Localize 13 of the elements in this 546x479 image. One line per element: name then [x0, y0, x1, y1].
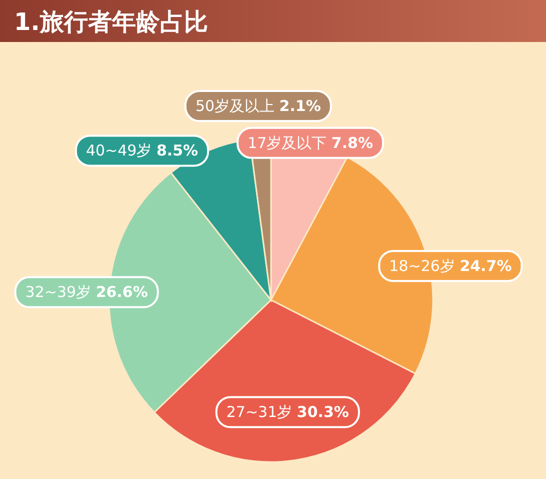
slice-label: 40~49岁 — [86, 142, 156, 160]
data-label: 30.3% — [296, 403, 349, 422]
slice-label: 18~26岁 — [389, 256, 460, 275]
data-label: 8.5% — [156, 142, 198, 160]
slice-label: 50岁及以上 — [195, 97, 280, 116]
data-label: 7.8% — [331, 134, 374, 152]
data-label: 26.6% — [96, 283, 148, 302]
slice-label: 27~31岁 — [226, 403, 297, 422]
data-label: 2.1% — [279, 97, 321, 116]
chart-title: 1.旅行者年龄占比 — [14, 8, 208, 36]
slice-label: 17岁及以下 — [248, 134, 332, 152]
data-label: 24.7% — [460, 256, 512, 275]
slice-label: 32~39岁 — [25, 283, 96, 302]
